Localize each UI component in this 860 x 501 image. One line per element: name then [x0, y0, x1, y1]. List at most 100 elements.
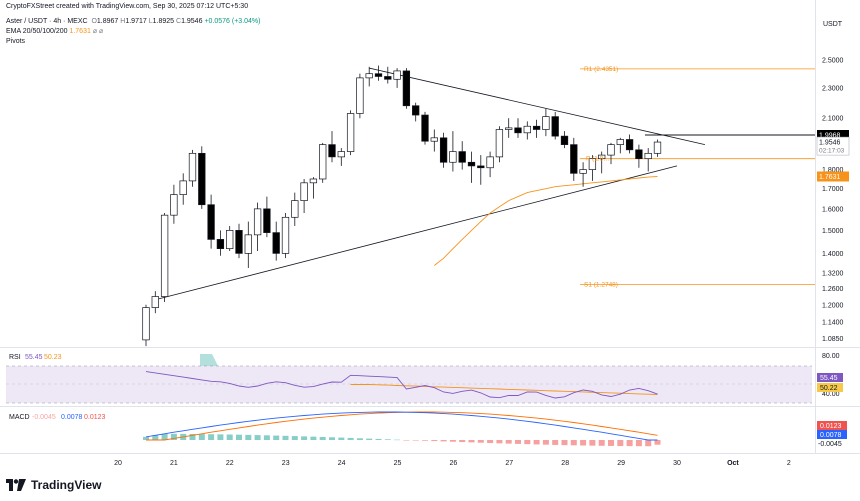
- rsi-line: [145, 371, 658, 399]
- candle-body: [263, 208, 271, 233]
- up-candle: [151, 291, 159, 314]
- time-tick-label: 20: [114, 460, 122, 467]
- down-candle: [272, 221, 280, 261]
- up-candle: [542, 108, 550, 137]
- up-candle: [160, 213, 169, 303]
- price-tick-label: 1.5000: [822, 228, 844, 235]
- down-candle: [263, 196, 271, 238]
- up-candle: [579, 162, 587, 187]
- down-candle: [560, 131, 569, 149]
- up-candle: [319, 142, 327, 183]
- macd-bar: [198, 434, 205, 440]
- price-tick-label: 1.3200: [822, 270, 844, 277]
- rsi-value: 55.45: [25, 354, 43, 361]
- up-candle: [607, 142, 615, 165]
- price-tick-label: 1.8000: [822, 167, 844, 174]
- macd-signal-tag: 0.0123: [820, 423, 842, 430]
- time-tick-label: 22: [226, 460, 234, 467]
- macd-hist-value: -0.0045: [32, 414, 56, 421]
- candle-body: [495, 129, 504, 158]
- macd-bar: [552, 440, 559, 445]
- candle-body: [616, 139, 624, 145]
- down-candle: [412, 102, 420, 122]
- pivots-legend: Pivots: [6, 38, 26, 45]
- up-candle: [309, 177, 318, 199]
- down-candle: [458, 141, 466, 170]
- price-axis: 2.5000 2.3000 2.1000 1.8000 1.7000 1.6000 1.50…: [822, 58, 844, 343]
- time-tick-label: 28: [561, 460, 569, 467]
- candle-body: [160, 214, 169, 297]
- candle-body: [179, 180, 187, 195]
- pivot-levels: [580, 68, 815, 286]
- candle-body: [551, 116, 559, 137]
- down-candle: [477, 155, 485, 185]
- resistance-tag: 1.9968: [817, 130, 849, 141]
- up-candle: [253, 202, 262, 252]
- time-axis: 20 21 22 23 24 25 26 27 28 29 30 Oct 2: [114, 460, 791, 467]
- up-candle: [365, 66, 373, 87]
- macd-bar: [347, 437, 354, 440]
- ema-label: EMA 20/50/100/200: [6, 28, 68, 35]
- up-candle: [356, 73, 364, 119]
- time-tick-label: 2: [787, 460, 791, 467]
- down-candle: [235, 223, 243, 259]
- time-tick-label: 24: [338, 460, 346, 467]
- price-tick-label: 1.4000: [822, 251, 844, 258]
- down-candle: [328, 131, 336, 163]
- down-candle: [532, 119, 541, 138]
- macd-bar: [310, 436, 317, 440]
- macd-bar: [161, 433, 168, 440]
- high-value: 1.9717: [125, 18, 147, 25]
- up-candle: [179, 173, 187, 205]
- candle-body: [198, 152, 206, 206]
- time-tick-label: 21: [170, 460, 178, 467]
- macd-bar: [570, 440, 577, 446]
- candle-body: [588, 158, 597, 170]
- down-candle: [198, 146, 206, 209]
- candle-body: [253, 208, 262, 236]
- rsi-band: [6, 366, 812, 403]
- candlestick-series: [142, 65, 662, 347]
- macd-bar: [487, 440, 494, 444]
- candle-body: [309, 178, 318, 184]
- rsi-tag: 55.45: [820, 375, 838, 382]
- down-candle: [570, 137, 578, 181]
- macd-value: 0.0078: [61, 414, 83, 421]
- tradingview-logo[interactable]: TradingView: [6, 478, 101, 492]
- up-candle: [188, 149, 197, 187]
- candle-body: [188, 152, 197, 182]
- down-candle: [374, 65, 383, 81]
- candle-body: [235, 230, 243, 254]
- macd-bar: [189, 433, 196, 440]
- time-tick-label: 29: [617, 460, 625, 467]
- svg-text:1.9546: 1.9546: [819, 140, 841, 147]
- price-tick-label: 1.0850: [822, 336, 844, 343]
- down-candle: [384, 66, 392, 84]
- macd-bar: [422, 440, 428, 441]
- candle-body: [467, 161, 476, 167]
- candle-body: [653, 141, 662, 154]
- candle-body: [570, 144, 578, 174]
- rsi-ma-tag: 50.22: [820, 385, 838, 392]
- macd-pane: MACD -0.0045 0.0078 0.0123 0.0123 0.0078…: [9, 411, 847, 448]
- macd-bar: [226, 434, 233, 440]
- up-candle: [653, 139, 662, 157]
- time-tick-label: 23: [282, 460, 290, 467]
- up-candle: [449, 131, 457, 172]
- macd-bar: [524, 440, 531, 445]
- chart-credit: CryptoFXStreet created with TradingView.…: [6, 3, 249, 10]
- candle-body: [505, 127, 513, 130]
- macd-bar: [403, 440, 410, 441]
- upper-trendline: [369, 67, 706, 146]
- candle-body: [281, 216, 290, 254]
- macd-bar: [477, 440, 484, 443]
- macd-bar: [645, 440, 652, 447]
- macd-label: MACD: [9, 414, 30, 421]
- svg-text:1.7631: 1.7631: [819, 174, 841, 181]
- candle-body: [226, 230, 234, 250]
- ema-legend: EMA 20/50/100/200 1.7631 ⌀ ⌀: [6, 28, 104, 35]
- candle-body: [374, 73, 383, 77]
- candle-body: [644, 152, 652, 160]
- up-candle: [291, 192, 299, 226]
